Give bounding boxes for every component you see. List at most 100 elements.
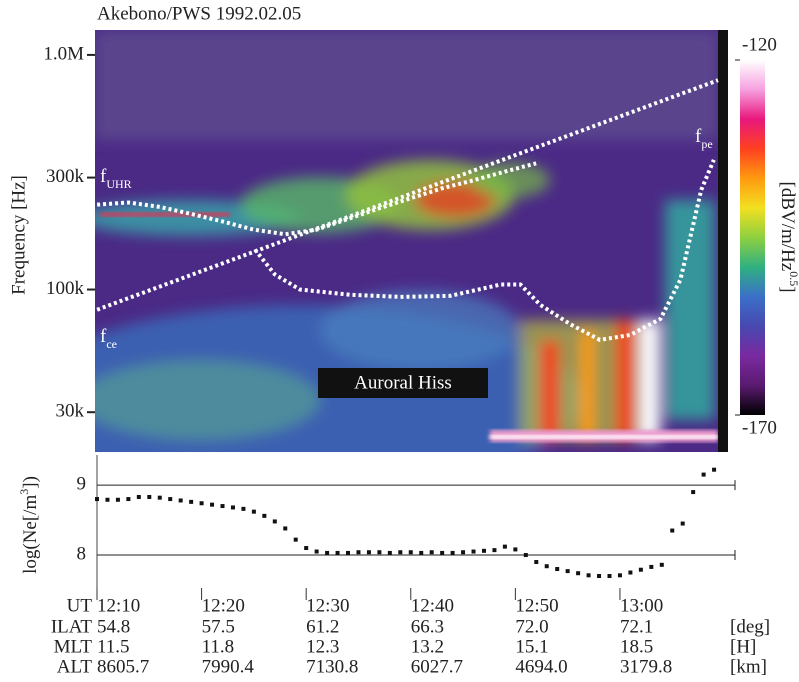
frequency-line: [253, 159, 716, 342]
row-label: ALT: [57, 656, 93, 677]
density-point: [461, 550, 466, 555]
density-point: [701, 472, 706, 477]
density-point: [126, 497, 131, 502]
density-point: [429, 550, 434, 555]
density-point: [199, 501, 204, 506]
colorbar-label-part: 0.5: [787, 271, 799, 286]
density-point: [617, 573, 622, 578]
density-point: [272, 519, 277, 524]
density-point: [607, 574, 612, 579]
cell: 7990.4: [202, 656, 255, 677]
frequency-line: [96, 78, 719, 312]
density-point: [649, 564, 654, 569]
density-point: [335, 550, 340, 555]
row-label: UT: [67, 595, 93, 616]
cell: 8605.7: [97, 656, 149, 677]
density-point: [440, 550, 445, 555]
line-label: fce: [100, 326, 117, 350]
cell: 57.5: [202, 616, 235, 637]
line-label-part: ce: [106, 337, 117, 351]
density-point: [419, 550, 424, 555]
chart-title: Akebono/PWS 1992.02.05: [97, 3, 301, 24]
cell: 11.8: [202, 636, 235, 657]
density-point: [450, 550, 455, 555]
y-axis-label: Frequency [Hz]: [8, 175, 29, 295]
density-point: [262, 513, 267, 518]
y-tick-label: 300k: [46, 166, 85, 187]
line-label-part: f: [695, 126, 702, 147]
cell: 4694.0: [515, 656, 567, 677]
x-tick-label: 12:20: [202, 595, 245, 616]
colorbar-label-part: [dBV/m/Hz: [777, 181, 798, 271]
density-point: [544, 564, 549, 569]
spectrogram-edge: [718, 30, 728, 452]
line-label-part: UHR: [106, 177, 131, 191]
density-point: [346, 550, 351, 555]
density-point: [502, 544, 507, 549]
row-label: MLT: [54, 636, 93, 657]
y-tick-label: 9: [77, 473, 87, 494]
density-point: [178, 498, 183, 503]
density-point: [210, 502, 215, 507]
density-point: [408, 550, 413, 555]
cell: 15.1: [515, 636, 548, 657]
cell: 72.0: [515, 616, 548, 637]
cell: 6027.7: [411, 656, 463, 677]
y-axis-label: log(Ne[/m3]): [17, 476, 42, 574]
density-point: [492, 548, 497, 553]
y-tick-label: 8: [77, 543, 87, 564]
density-point: [398, 550, 403, 555]
x-tick-label: 12:50: [515, 595, 558, 616]
density-point: [565, 569, 570, 574]
colorbar-label-part: ]: [777, 286, 798, 292]
spectrogram-image: [95, 30, 718, 452]
line-label: fUHR: [100, 166, 132, 190]
x-tick-label: 12:10: [97, 595, 140, 616]
density-point: [534, 560, 539, 565]
density-point: [115, 497, 120, 502]
cell: 72.1: [620, 616, 653, 637]
density-point: [147, 494, 152, 499]
density-point: [638, 567, 643, 572]
density-point: [659, 562, 664, 567]
density-point: [304, 546, 309, 551]
line-label-part: f: [100, 326, 107, 347]
cell: 18.5: [620, 636, 653, 657]
density-point: [168, 497, 173, 502]
cell: 7130.8: [306, 656, 358, 677]
cell: 61.2: [306, 616, 339, 637]
density-point: [387, 550, 392, 555]
density-point: [523, 553, 528, 558]
density-point: [377, 550, 382, 555]
density-point: [95, 497, 99, 502]
density-point: [356, 550, 361, 555]
unit: [deg]: [730, 616, 770, 637]
cell: 54.8: [97, 616, 130, 637]
y-tick-label: 30k: [56, 401, 85, 422]
density-point: [597, 574, 602, 579]
colorbar: [740, 60, 765, 415]
y-tick-label: 1.0M: [43, 43, 84, 64]
colorbar-tick-label: -120: [742, 34, 777, 55]
density-point: [481, 548, 486, 553]
row-label: ILAT: [51, 616, 93, 637]
line-label-part: pe: [701, 137, 712, 151]
density-point: [293, 537, 298, 542]
density-point: [513, 547, 518, 552]
density-point: [189, 499, 194, 504]
density-point: [283, 526, 288, 531]
line-label: fpe: [695, 126, 713, 150]
density-point: [555, 567, 560, 572]
colorbar-tick-label: -170: [742, 417, 777, 438]
density-point: [230, 505, 235, 510]
x-tick-label: 12:40: [411, 595, 454, 616]
cell: 66.3: [411, 616, 444, 637]
cell: 12.3: [306, 636, 339, 657]
density-point: [670, 528, 675, 533]
x-tick-label: 12:30: [306, 595, 349, 616]
unit: [km]: [730, 656, 767, 677]
density-point: [325, 550, 330, 555]
density-point: [366, 550, 371, 555]
density-point: [691, 490, 696, 495]
density-point: [241, 506, 246, 511]
